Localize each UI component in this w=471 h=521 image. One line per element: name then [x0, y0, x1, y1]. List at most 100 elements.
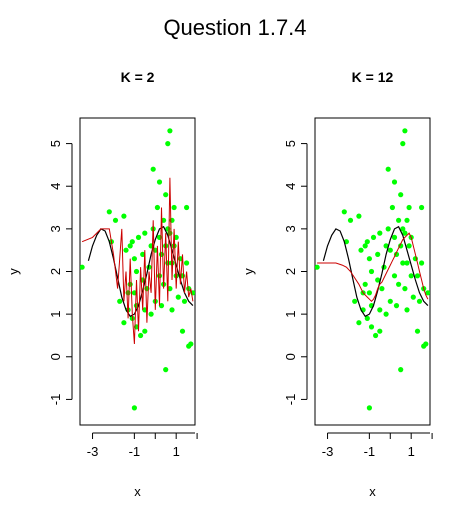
k12-data-point [402, 128, 407, 133]
k2-data-point [176, 295, 181, 300]
k2-data-point [134, 269, 139, 274]
k12-data-point [367, 256, 372, 261]
k12-data-point [407, 205, 412, 210]
figure-title: Question 1.7.4 [163, 15, 306, 40]
k2-data-point [184, 260, 189, 265]
k12-data-point [379, 286, 384, 291]
k12-data-point [390, 205, 395, 210]
k2-data-point [149, 312, 154, 317]
k12-data-point [342, 209, 347, 214]
k2-data-point [128, 282, 133, 287]
k12-y-tick-label: 5 [283, 140, 298, 147]
k12-x-tick-label: -1 [364, 444, 376, 459]
k12-data-point [404, 260, 409, 265]
k2-data-point [188, 341, 193, 346]
k12-data-point [386, 226, 391, 231]
k2-data-point [165, 141, 170, 146]
panel-k12: K = 12-3 -1 1-1012345xy [241, 69, 432, 499]
k2-data-point [132, 256, 137, 261]
k12-y-tick-label: 3 [283, 225, 298, 232]
k12-data-point [407, 243, 412, 248]
k2-data-point [169, 307, 174, 312]
k2-data-point [159, 252, 164, 257]
k12-y-tick-label: 4 [283, 183, 298, 190]
k12-x-tick-label: 1 [408, 444, 415, 459]
k12-data-point [392, 273, 397, 278]
k12-data-point [365, 239, 370, 244]
k12-data-point [396, 282, 401, 287]
k2-data-point [138, 333, 143, 338]
k12-data-point [400, 141, 405, 146]
k2-data-point [163, 367, 168, 372]
k2-data-point [155, 205, 160, 210]
k12-data-point [404, 307, 409, 312]
k12-data-point [369, 324, 374, 329]
k12-data-point [402, 286, 407, 291]
k12-data-point [377, 231, 382, 236]
k12-data-point [358, 248, 363, 253]
k2-data-point [180, 329, 185, 334]
k2-panel-title: K = 2 [121, 69, 155, 85]
k12-y-tick-label: 2 [283, 268, 298, 275]
k2-data-point [107, 209, 112, 214]
k2-data-point [132, 405, 137, 410]
k12-data-point [388, 248, 393, 253]
k2-data-point [113, 218, 118, 223]
k12-y-tick-label: 0 [283, 353, 298, 360]
k2-data-point [157, 273, 162, 278]
k2-data-point [182, 299, 187, 304]
k12-data-point [392, 179, 397, 184]
k12-data-point [423, 341, 428, 346]
k12-data-point [386, 167, 391, 172]
k12-data-point [411, 295, 416, 300]
k2-data-point [80, 265, 85, 270]
k12-data-point [367, 405, 372, 410]
k12-data-point [392, 235, 397, 240]
k2-data-point [130, 239, 135, 244]
k2-y-tick-label: 0 [48, 353, 63, 360]
k2-x-tick-label: 1 [173, 444, 180, 459]
k12-data-point [388, 299, 393, 304]
k12-data-point [375, 252, 380, 257]
k12-data-point [396, 218, 401, 223]
k2-data-point [157, 179, 162, 184]
k12-data-point [373, 333, 378, 338]
k12-x-tick-label: -3 [322, 444, 334, 459]
k12-data-point [415, 329, 420, 334]
k12-data-point [398, 367, 403, 372]
k12-data-point [419, 260, 424, 265]
k12-data-point [356, 320, 361, 325]
k12-data-point [352, 299, 357, 304]
k12-data-point [363, 282, 368, 287]
k12-data-point [315, 265, 320, 270]
k2-y-axis-label: y [6, 268, 21, 275]
k2-data-point [121, 320, 126, 325]
k2-y-tick-label: -1 [48, 394, 63, 406]
k12-data-point [348, 218, 353, 223]
k2-y-tick-label: 4 [48, 183, 63, 190]
k2-x-tick-label: -3 [87, 444, 99, 459]
k12-data-point [394, 303, 399, 308]
k12-data-point [415, 273, 420, 278]
k12-data-point [377, 307, 382, 312]
k2-data-point [136, 235, 141, 240]
k2-x-axis-label: x [134, 484, 141, 499]
k2-y-tick-label: 1 [48, 311, 63, 318]
k2-data-point [142, 329, 147, 334]
k2-plot-area [80, 128, 196, 410]
k12-y-tick-label: -1 [283, 394, 298, 406]
k2-data-point [172, 243, 177, 248]
k2-data-point [121, 214, 126, 219]
k12-data-point [409, 273, 414, 278]
k12-data-point [369, 269, 374, 274]
k12-data-point [367, 290, 372, 295]
k2-data-point [172, 205, 177, 210]
k2-x-tick-label: -1 [129, 444, 141, 459]
k12-data-point [419, 205, 424, 210]
k12-data-point [404, 218, 409, 223]
k12-data-point [377, 329, 382, 334]
k12-y-tick-label: 1 [283, 311, 298, 318]
k12-data-point [417, 299, 422, 304]
k2-data-point [184, 205, 189, 210]
